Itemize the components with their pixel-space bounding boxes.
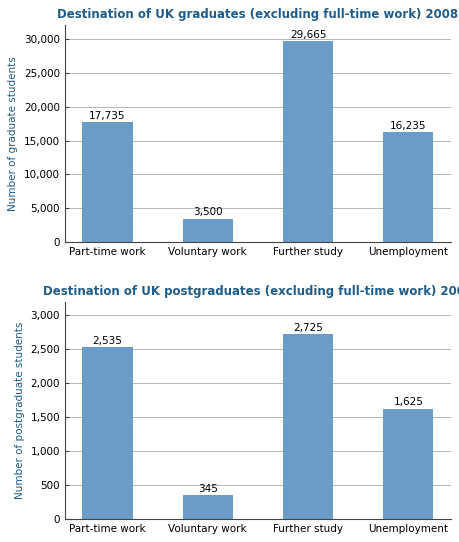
Text: 1,625: 1,625 <box>392 397 422 407</box>
Title: Destination of UK postgraduates (excluding full-time work) 2008: Destination of UK postgraduates (excludi… <box>43 285 459 298</box>
Y-axis label: Number of postgraduate students: Number of postgraduate students <box>15 321 25 499</box>
Bar <box>82 347 132 519</box>
Text: 345: 345 <box>197 484 217 494</box>
Bar <box>382 132 432 242</box>
Bar <box>382 409 432 519</box>
Bar <box>82 122 132 242</box>
Text: 3,500: 3,500 <box>193 207 222 217</box>
Text: 29,665: 29,665 <box>289 30 325 40</box>
Text: 17,735: 17,735 <box>89 111 125 121</box>
Bar <box>282 334 332 519</box>
Bar <box>282 41 332 242</box>
Title: Destination of UK graduates (excluding full-time work) 2008: Destination of UK graduates (excluding f… <box>57 8 458 21</box>
Text: 2,535: 2,535 <box>92 335 122 346</box>
Bar <box>182 495 232 519</box>
Bar <box>182 218 232 242</box>
Text: 16,235: 16,235 <box>389 121 425 131</box>
Y-axis label: Number of graduate students: Number of graduate students <box>8 56 18 211</box>
Text: 2,725: 2,725 <box>292 322 322 333</box>
